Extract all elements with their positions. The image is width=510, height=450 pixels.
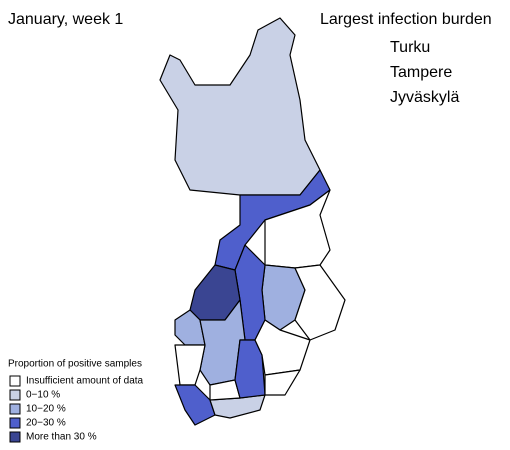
legend-label: 0−10 % (26, 390, 60, 401)
region (294, 264, 346, 341)
legend-swatch (9, 431, 21, 443)
city-name: Jyväskylä (390, 89, 459, 106)
city-name: Tampere (390, 64, 452, 81)
legend: Insufficient amount of data 0−10 % 10−20 %… (9, 375, 144, 443)
legend-swatch (9, 403, 21, 415)
city-list: Turku Tampere Jyväskylä (390, 39, 459, 106)
region (174, 344, 206, 386)
legend-title: Proportion of positive samples (8, 359, 142, 370)
finland-map (159, 17, 346, 426)
region (174, 384, 216, 426)
legend-label: More than 30 % (26, 432, 97, 443)
legend-label: Insufficient amount of data (26, 376, 144, 387)
region (254, 319, 311, 376)
legend-swatch (9, 389, 21, 401)
legend-swatch (9, 417, 21, 429)
legend-label: 20−30 % (26, 418, 66, 429)
legend-label: 10−20 % (26, 404, 66, 415)
city-name: Turku (390, 39, 430, 56)
map-title: January, week 1 (8, 11, 123, 28)
region (159, 17, 321, 196)
burden-title: Largest infection burden (320, 11, 492, 28)
legend-swatch (9, 375, 21, 387)
region (264, 369, 301, 396)
